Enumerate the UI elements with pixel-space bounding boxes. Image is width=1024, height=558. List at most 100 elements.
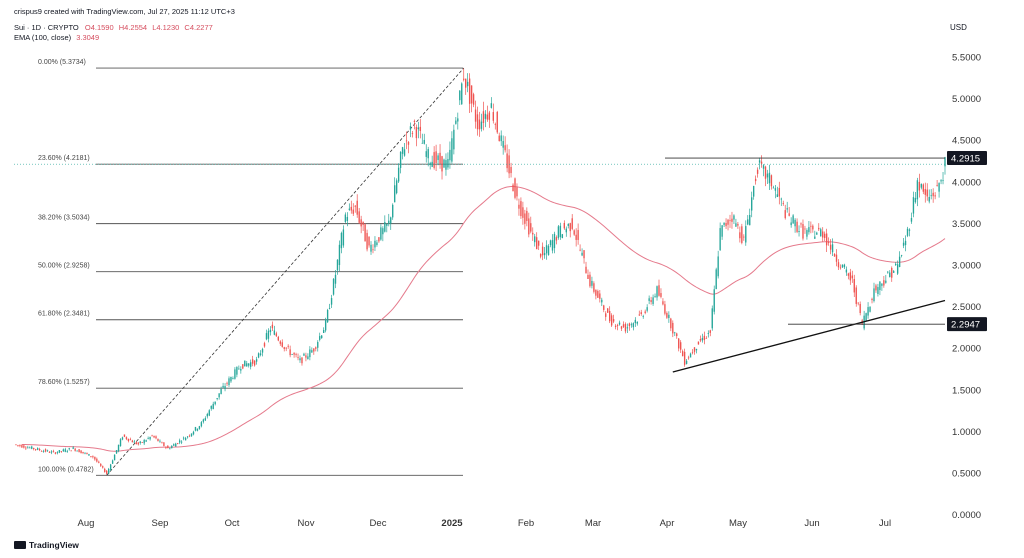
candle-body <box>407 142 410 145</box>
candle-body <box>636 321 638 324</box>
candle-body <box>693 347 696 352</box>
candle-body <box>494 123 496 125</box>
candle-body <box>293 352 295 355</box>
candle-body <box>792 215 794 224</box>
candle-body <box>297 357 299 358</box>
candle-body <box>778 187 781 197</box>
candle-body <box>701 338 704 341</box>
candle-body <box>214 401 216 405</box>
candle-body <box>352 209 354 214</box>
candle-body <box>131 440 134 443</box>
candle-body <box>453 129 455 150</box>
candle-body <box>380 227 382 240</box>
candle-body <box>916 180 919 200</box>
candle-body <box>837 262 840 268</box>
candle-body <box>699 339 702 341</box>
candle-body <box>780 198 782 200</box>
candle-body <box>608 310 611 322</box>
symbol-label: Sui · 1D · CRYPTO <box>14 23 79 32</box>
candle-body <box>184 438 187 441</box>
candle-body <box>936 185 938 186</box>
candle-body <box>218 393 220 398</box>
candle-body <box>23 445 25 448</box>
candle-body <box>597 291 599 298</box>
candle-body <box>723 222 725 225</box>
candle-body <box>190 433 193 437</box>
candle-body <box>571 218 573 229</box>
candle-body <box>167 445 169 449</box>
candle-body <box>242 364 244 369</box>
candle-body <box>113 454 116 461</box>
candle-body <box>441 156 443 172</box>
candle-body <box>827 242 830 244</box>
candle-body <box>38 449 41 451</box>
candle-body <box>758 160 761 163</box>
candle-body <box>591 280 593 286</box>
candle-body <box>435 151 437 164</box>
candle-body <box>346 216 349 221</box>
low-value: 4.1230 <box>156 23 180 32</box>
candle-body <box>289 349 291 356</box>
candle-body <box>928 196 930 202</box>
candle-body <box>336 259 339 271</box>
candle-body <box>478 119 481 130</box>
y-tick-label: 0.0000 <box>952 510 981 521</box>
candle-body <box>845 269 848 273</box>
candle-body <box>100 463 102 466</box>
candle-body <box>774 188 777 191</box>
candle-body <box>230 376 232 382</box>
y-tick-label: 5.5000 <box>952 53 981 64</box>
candle-body <box>25 447 27 449</box>
candle-body <box>246 363 248 367</box>
candle-body <box>804 228 806 230</box>
candle-body <box>68 448 70 450</box>
candle-body <box>524 213 526 224</box>
candle-body <box>429 163 431 166</box>
candle-body <box>654 296 656 297</box>
candle-body <box>559 225 562 238</box>
candle-body <box>98 461 100 463</box>
candle-body <box>403 149 406 156</box>
candle-body <box>445 160 447 170</box>
candle-body <box>833 253 836 257</box>
candle-body <box>496 111 498 133</box>
high-value: 4.2554 <box>124 23 148 32</box>
candle-body <box>466 81 469 87</box>
candle-body <box>350 206 352 211</box>
candle-body <box>324 319 327 331</box>
candle-body <box>756 169 759 174</box>
candle-body <box>250 362 252 367</box>
candle-body <box>926 189 928 197</box>
candle-body <box>104 468 106 473</box>
candle-body <box>893 271 895 273</box>
candle-body <box>585 266 587 274</box>
candle-body <box>668 314 670 318</box>
candle-body <box>944 157 946 167</box>
candle-body <box>727 219 729 225</box>
candle-body <box>29 447 31 449</box>
candle-body <box>342 229 345 246</box>
candle-body <box>904 240 907 246</box>
candle-body <box>96 458 98 462</box>
candle-body <box>175 443 177 447</box>
candle-body <box>802 224 804 239</box>
candle-body <box>70 450 72 452</box>
candle-body <box>461 83 463 105</box>
candle-body <box>115 450 118 454</box>
candle-body <box>581 252 583 256</box>
candle-body <box>141 442 143 443</box>
candle-body <box>628 323 631 327</box>
fib-level-label: 78.60% (1.5257) <box>38 379 90 386</box>
candle-body <box>433 152 435 168</box>
candle-body <box>626 327 629 329</box>
candle-body <box>889 272 891 278</box>
candle-body <box>257 353 260 358</box>
candle-body <box>537 240 540 246</box>
candle-body <box>392 204 394 218</box>
candle-body <box>463 78 465 80</box>
candle-body <box>900 254 903 256</box>
y-tick-label: 2.0000 <box>952 344 981 355</box>
candle-body <box>816 232 818 235</box>
